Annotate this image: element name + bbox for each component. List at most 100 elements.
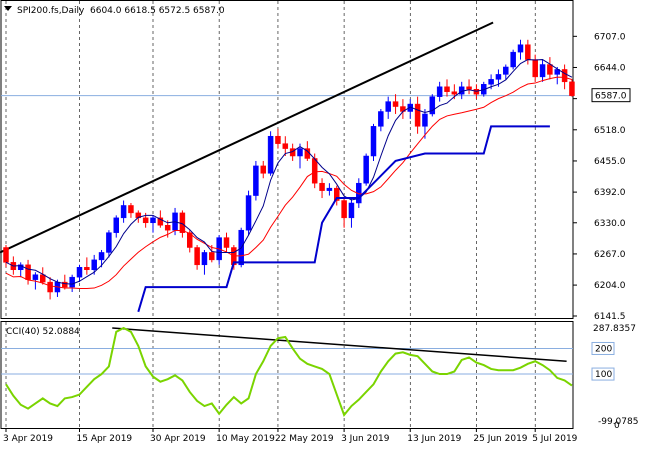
symbol-label: SPI200.fs,Daily [17, 6, 85, 16]
cci-level-marker [591, 341, 615, 355]
candle-body [525, 44, 531, 60]
channel-line [137, 125, 550, 313]
main-price-panel [0, 0, 575, 319]
price-tick-label: 6392.0 [594, 188, 626, 198]
price-tick-label: 6204.0 [594, 281, 626, 291]
cci-line [5, 326, 573, 417]
price-tick-label: 6644.0 [594, 63, 626, 73]
cci-top-label: 287.8357 [593, 324, 636, 334]
cci-level-label: 200 [595, 344, 612, 354]
candle-body [47, 281, 53, 293]
candle-body [422, 113, 428, 127]
cci-level-marker [591, 367, 615, 381]
candle-body [62, 281, 68, 288]
candle-body [253, 165, 259, 196]
candle-body [517, 44, 524, 53]
last-price-label: 6587.0 [595, 92, 627, 102]
time-axis: 3 Apr 2019 15 Apr 2019 30 Apr 2019 10 May 2… [3, 428, 578, 444]
candle-body [569, 81, 575, 96]
candle-body [120, 205, 127, 219]
price-tick-label: 6267.0 [594, 250, 626, 260]
chart-menu-triangle-icon[interactable] [4, 6, 12, 11]
candle-body [378, 111, 384, 127]
candle-body [245, 195, 252, 231]
cci-zero-label: 0 [614, 421, 620, 431]
slow-moving-average [5, 76, 573, 290]
candle-body [260, 165, 266, 174]
candle-body [334, 187, 340, 201]
candle-body [164, 224, 171, 231]
candle-body [128, 205, 134, 214]
candle-body [532, 59, 538, 78]
candle-body [510, 51, 516, 68]
candle-body [98, 252, 105, 261]
candle-body [444, 86, 450, 92]
candle-body [157, 217, 164, 226]
candle-body [547, 64, 553, 75]
cci-trend-line [112, 327, 567, 363]
candle-body [84, 267, 90, 271]
time-tick-label: 15 Apr 2019 [77, 434, 133, 444]
time-tick-label: 25 Jun 2019 [473, 434, 527, 444]
price-axis: 6707.06644.06581.06518.06455.06392.06330… [573, 32, 626, 322]
cci-series-line [5, 326, 573, 417]
candle-body [267, 135, 274, 174]
cci-level-label: 100 [595, 370, 612, 380]
candle-body [539, 64, 546, 78]
candle-body [76, 267, 83, 278]
ohlc-values: 6604.0 6618.5 6572.5 6587.0 [90, 6, 225, 16]
time-tick-label: 3 Apr 2019 [3, 434, 53, 444]
price-tick-label: 6455.0 [594, 157, 626, 167]
candle-body [503, 66, 509, 75]
candle-body [194, 247, 200, 266]
candle-body [113, 217, 119, 233]
time-tick-label: 22 May 2019 [275, 434, 334, 444]
trend-lines [0, 21, 494, 254]
price-tick-label: 6330.0 [594, 219, 626, 229]
candle-body [414, 103, 421, 127]
candle-body [466, 86, 472, 90]
candle-body [275, 135, 281, 144]
time-tick-label: 10 May 2019 [216, 434, 275, 444]
candle-body [495, 74, 502, 80]
candle-body [319, 182, 325, 191]
candle-body [3, 247, 9, 263]
candle-body [311, 158, 318, 184]
candle-body [179, 212, 186, 233]
candle-body [326, 187, 333, 191]
cci-panel-frame [0, 321, 574, 429]
candle-body [370, 126, 377, 157]
candle-body [363, 155, 369, 184]
candle-body [223, 237, 230, 248]
price-trend-line [0, 21, 494, 254]
last-price-box: 6587.0 [591, 88, 631, 103]
candle-body [561, 69, 568, 83]
price-tick-label: 6141.5 [594, 312, 626, 322]
candle-body [392, 101, 399, 107]
candle-body [282, 143, 289, 149]
last-price-marker [591, 88, 631, 103]
time-tick-label: 13 Jun 2019 [407, 434, 461, 444]
time-tick-label: 3 Jun 2019 [341, 434, 390, 444]
candle-body [187, 232, 193, 248]
candle-body [209, 252, 215, 261]
cci-trend-line [112, 327, 567, 363]
candle-body [201, 252, 208, 266]
candle-body [25, 264, 31, 280]
candle-body [341, 200, 347, 219]
price-tick-label: 6518.0 [594, 126, 626, 136]
channel-step-line [137, 125, 550, 313]
candle-body [488, 79, 494, 85]
time-tick-label: 5 Jul 2019 [532, 434, 577, 444]
candle-body [385, 101, 391, 112]
candle-body [142, 217, 149, 224]
candle-body [150, 217, 156, 224]
cci-indicator-label: CCI(40) 52.0884 [6, 327, 80, 337]
cci-panel: CCI(40) 52.0884 [0, 321, 574, 429]
candle-body [348, 202, 355, 219]
candle-body [106, 232, 112, 253]
moving-averages [5, 59, 573, 290]
fast-moving-average [5, 59, 573, 285]
